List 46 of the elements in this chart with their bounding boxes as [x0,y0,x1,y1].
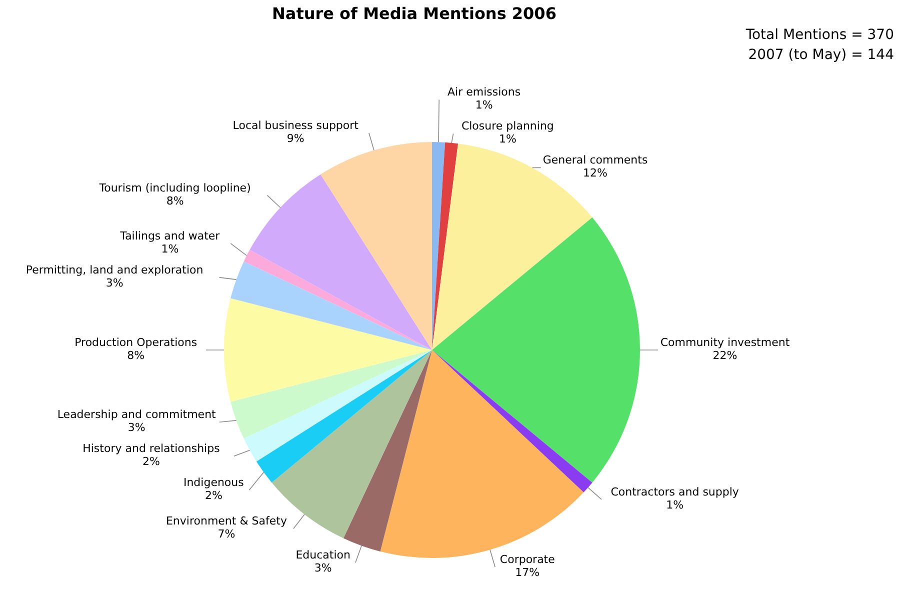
data-label: 1% [666,498,684,512]
pie-slice [256,350,432,483]
data-label: 2% [142,455,160,468]
slice-label: History and relationships [82,442,220,456]
pie-slice [250,174,432,350]
slice-label: Tourism (including loopline) [98,181,251,194]
slice-label: Corporate [500,553,556,566]
data-label: 22% [712,349,738,362]
slice-label: Tailings and water [119,229,220,242]
pie-slice [432,142,458,350]
pie-slice [432,350,592,492]
chart-title: Nature of Media Mentions 2006 [272,4,556,23]
pie-slice [244,250,432,350]
data-label: 8% [127,349,145,362]
data-label: 1% [161,242,179,256]
pie-slice [244,350,432,462]
slice-label: Environment & Safety [166,514,288,528]
slice-label: Education [296,548,351,562]
slice-label: Leadership and commitment [57,408,217,422]
slice-label: Local business support [232,118,360,132]
pie-slice [432,217,640,483]
data-label: 2% [204,489,222,502]
slice-label: General comments [542,154,648,167]
slice-label: Permitting, land and exploration [26,263,204,276]
text: 2007 (to May) = 144 [748,47,894,63]
data-label: 17% [515,566,540,580]
slice-label: Community investment [660,336,790,349]
data-label: 7% [218,528,236,541]
data-label: 12% [583,166,608,180]
pie-slice [230,261,432,350]
pie-slice [320,142,432,350]
slice-label: Indigenous [183,476,244,490]
data-label: 8% [166,194,184,208]
slice-label: Production Operations [74,336,198,349]
text: Total Mentions = 370 [744,27,894,43]
data-label: 9% [286,132,304,145]
pie-slice [343,350,432,552]
data-label: 1% [475,98,493,112]
data-label: 3% [106,276,124,290]
data-label: 1% [498,132,516,146]
data-label: 3% [128,421,146,434]
slice-label: Contractors and supply [610,485,740,498]
pie-slice [230,350,432,439]
slice-label: Closure planning [461,120,554,133]
data-label: 3% [314,562,332,575]
slice-label: Air emissions [448,86,521,99]
